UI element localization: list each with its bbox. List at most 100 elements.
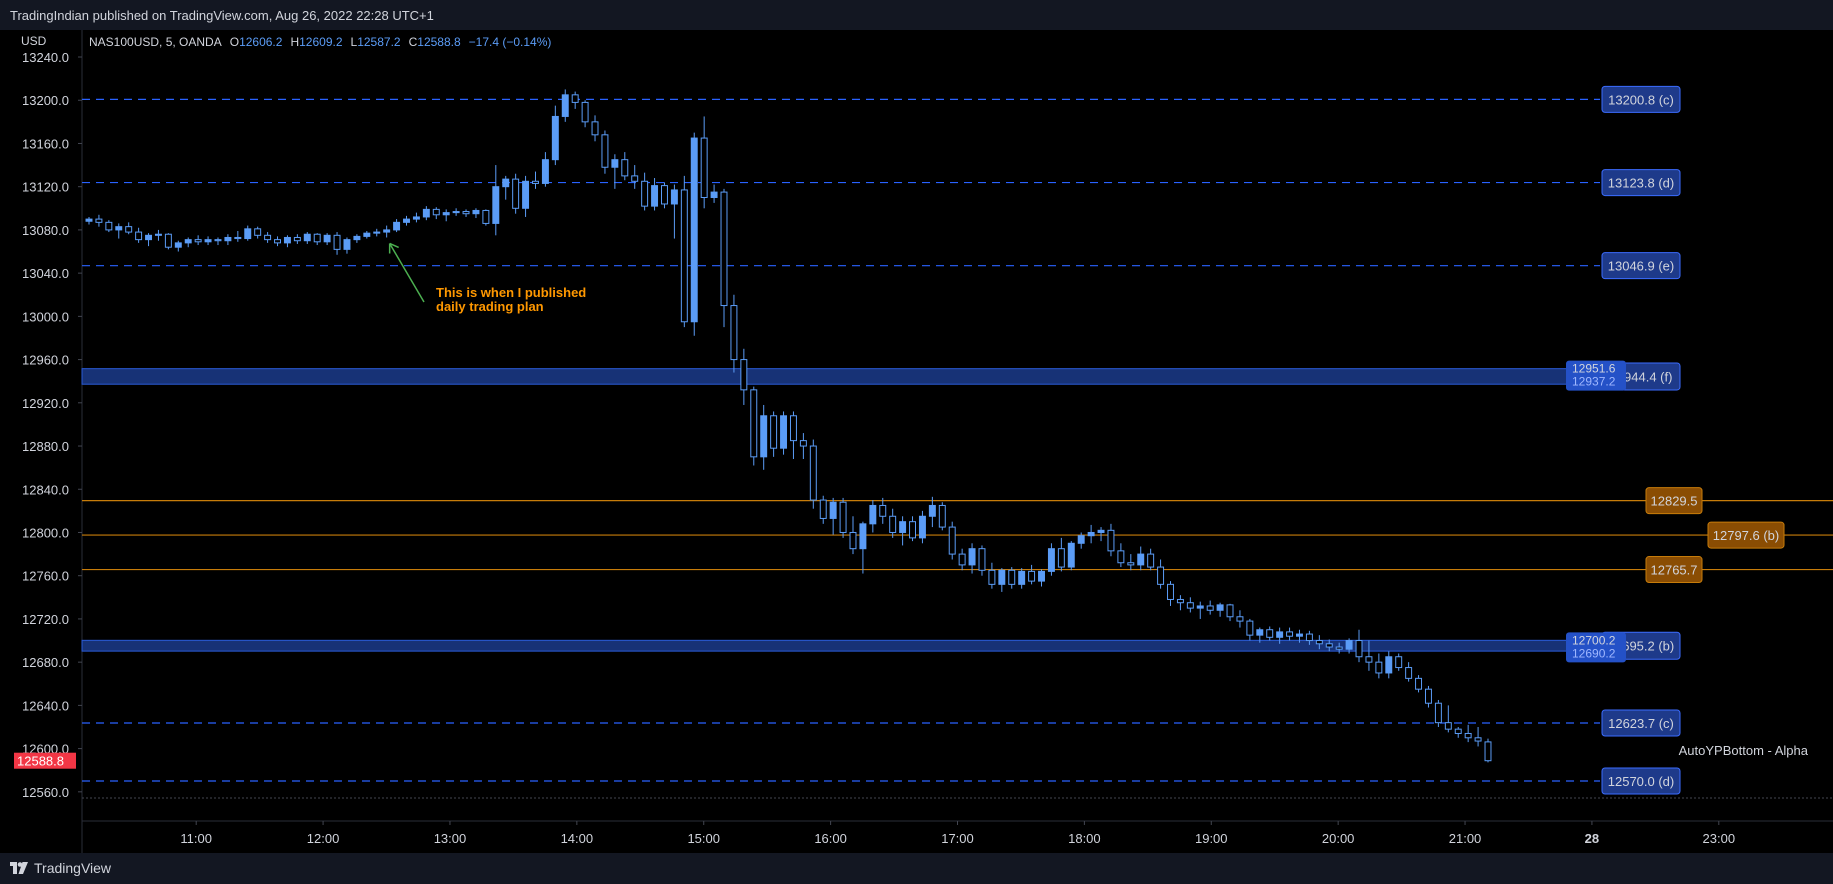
candle-body (591, 121, 599, 136)
candle-body (1067, 542, 1075, 568)
legend-symbol[interactable]: NAS100USD, 5, OANDA (89, 35, 222, 49)
candle-body (234, 236, 242, 240)
candle-body (680, 189, 688, 323)
zone-top-label: 12951.6 (1572, 362, 1616, 376)
y-tick-label: 12680.0 (22, 655, 69, 670)
candle-body (502, 178, 510, 188)
candle-body (1157, 566, 1165, 585)
candle-body (859, 523, 867, 550)
candle-body (244, 228, 252, 240)
y-tick-label: 12880.0 (22, 439, 69, 454)
candle-body (363, 232, 371, 237)
candle-body (1127, 562, 1135, 566)
candle-body (1365, 656, 1373, 663)
candle-body (1454, 728, 1462, 734)
tradingview-brand[interactable]: TradingView (10, 859, 111, 877)
candle-body (641, 180, 649, 207)
candle-body (660, 185, 668, 205)
candle-body (809, 445, 817, 501)
candle-body (938, 504, 946, 528)
x-tick-label: 18:00 (1068, 831, 1101, 846)
candle-body (1246, 620, 1254, 636)
candle-body (770, 415, 778, 449)
candle-body (164, 233, 172, 248)
candle-body (740, 359, 748, 391)
support-resistance-zone (81, 368, 1573, 385)
candle-body (1484, 741, 1492, 762)
last-price-box (14, 752, 76, 769)
candle-body (383, 229, 391, 233)
candle-body (899, 521, 907, 533)
chart-area[interactable] (0, 30, 1833, 853)
candle-body (492, 186, 500, 224)
y-tick-label: 12720.0 (22, 612, 69, 627)
candle-body (224, 236, 232, 242)
last-price-label: 12588.8 (17, 754, 64, 769)
candle-body (105, 221, 113, 231)
candle-body (174, 242, 182, 248)
candle-body (1424, 688, 1432, 704)
candle-body (274, 239, 281, 244)
y-tick-label: 12640.0 (22, 698, 69, 713)
annotation-text: This is when I published (436, 285, 586, 300)
indicator-label: AutoYPBottom - Alpha (1679, 743, 1809, 758)
candle-body (1385, 656, 1393, 674)
candle-body (1305, 633, 1313, 642)
y-tick-label: 12760.0 (22, 569, 69, 584)
legend-open-value: 12606.2 (239, 35, 283, 49)
y-tick-label: 13120.0 (22, 180, 69, 195)
candle-body (829, 501, 837, 519)
x-tick-label: 11:00 (180, 831, 212, 846)
candle-body (1137, 553, 1145, 566)
symbol-legend: NAS100USD, 5, OANDA O 12606.2 H 12609.2 … (89, 35, 551, 49)
candle-body (928, 504, 936, 517)
candle-body (1286, 631, 1294, 637)
candle-body (532, 180, 539, 184)
candle-body (1355, 640, 1363, 658)
candle-body (720, 191, 728, 307)
candle-body (1315, 640, 1323, 645)
candle-body (690, 137, 698, 323)
candle-body (254, 228, 262, 236)
annotation-arrow-head (388, 242, 399, 254)
y-tick-label: 12840.0 (22, 482, 69, 497)
price-chart[interactable]: 13240.0 13200.0 13160.0 13120.0 13080.0 13040… (0, 30, 1833, 853)
fib-level-tag-label: 12797.6 (b) (1713, 528, 1780, 543)
candle-body (1236, 616, 1244, 622)
legend-low-label: L (350, 35, 358, 49)
candle-body (789, 415, 797, 442)
candle-body (571, 94, 579, 103)
candle-body (879, 504, 887, 517)
legend-change: −17.4 (−0.14%) (468, 35, 552, 49)
candle-body (403, 218, 410, 223)
candle-body (393, 221, 401, 231)
tradingview-logo-icon (10, 862, 28, 874)
fib-level-tag-box (1707, 521, 1785, 549)
candle-body (512, 178, 520, 209)
candle-body (839, 501, 847, 533)
x-tick-label: 21:00 (1449, 831, 1482, 846)
candle-body (442, 212, 450, 216)
candle-body (1147, 553, 1155, 568)
candle-body (1008, 569, 1016, 585)
y-tick-label: 12560.0 (22, 785, 69, 800)
candle-body (601, 134, 609, 168)
candle-body (1296, 633, 1303, 637)
candle-body (670, 189, 678, 205)
candle-body (214, 239, 222, 242)
candle-body (730, 305, 738, 361)
candle-body (293, 236, 301, 242)
candle-body (631, 175, 639, 182)
pivot-level-tag-label: 12570.0 (d) (1608, 774, 1675, 789)
candle-body (204, 239, 212, 243)
candle-body (1226, 604, 1234, 618)
candle-body (422, 208, 430, 218)
candle-body (1395, 656, 1403, 669)
x-tick-label: 23:00 (1703, 831, 1736, 846)
candle-body (1464, 732, 1472, 739)
candle-body (313, 233, 321, 243)
candle-body (760, 415, 768, 458)
candle-body (303, 233, 311, 242)
candle-body (1345, 640, 1353, 650)
candle-body (1474, 737, 1482, 742)
